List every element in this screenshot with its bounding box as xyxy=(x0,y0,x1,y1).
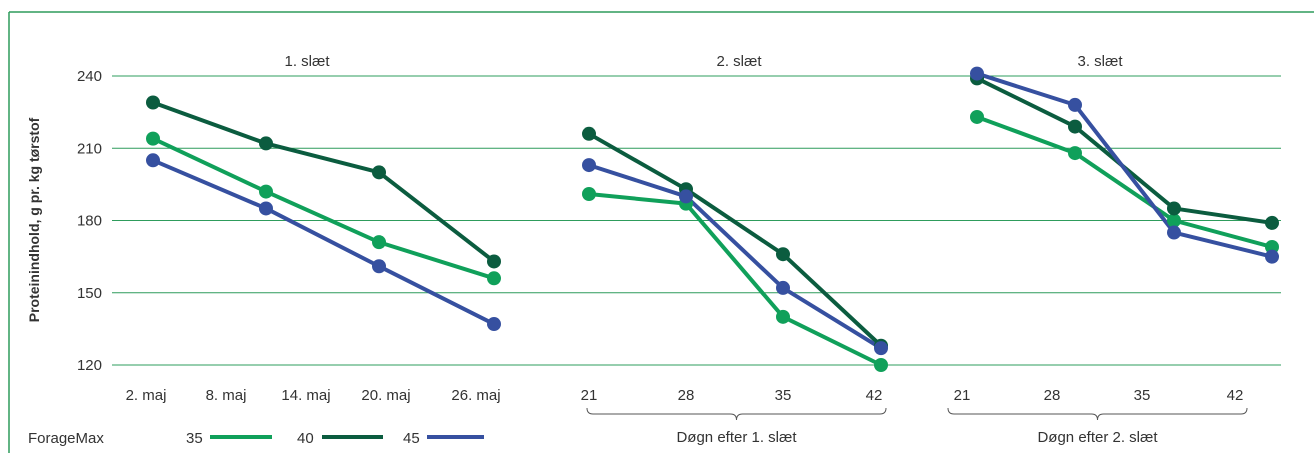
legend-entry-label: 35 xyxy=(186,430,203,447)
data-point-45 xyxy=(1265,249,1279,264)
x-tick-label: 2. maj xyxy=(126,387,167,404)
series-line-40 xyxy=(152,100,496,264)
legend-label: ForageMax xyxy=(28,430,104,447)
data-point-45 xyxy=(146,153,160,168)
legend-entry-label: 45 xyxy=(403,430,420,447)
data-point-45 xyxy=(776,280,790,295)
data-point-40 xyxy=(582,126,596,141)
data-point-35 xyxy=(146,131,160,146)
series-line-35 xyxy=(976,115,1273,249)
data-point-40 xyxy=(146,95,160,110)
y-tick-label: 180 xyxy=(77,213,102,230)
x-tick-label: 35 xyxy=(1134,387,1151,404)
x-tick-label: 14. maj xyxy=(281,387,330,404)
data-point-45 xyxy=(1068,97,1082,112)
data-point-45 xyxy=(970,66,984,81)
data-point-45 xyxy=(679,189,693,204)
y-axis-label: Proteinindhold, g pr. kg tørstof xyxy=(26,117,42,322)
series-line-35 xyxy=(588,192,882,367)
data-point-45 xyxy=(582,158,596,173)
x-tick-label: 8. maj xyxy=(206,387,247,404)
data-point-35 xyxy=(259,184,273,199)
panel-title: 1. slæt xyxy=(284,53,330,70)
data-point-45 xyxy=(1167,225,1181,240)
data-point-40 xyxy=(487,254,501,269)
y-tick-label: 240 xyxy=(77,68,102,85)
y-tick-label: 150 xyxy=(77,285,102,302)
data-point-35 xyxy=(776,309,790,324)
data-point-40 xyxy=(776,247,790,262)
data-point-45 xyxy=(874,341,888,356)
series-line-45 xyxy=(976,71,1273,259)
series-line-45 xyxy=(588,163,883,350)
x-tick-label: 42 xyxy=(1227,387,1244,404)
panel-title: 3. slæt xyxy=(1077,53,1123,70)
data-point-45 xyxy=(487,317,501,332)
data-point-35 xyxy=(582,187,596,202)
x-tick-label: 42 xyxy=(866,387,883,404)
data-point-45 xyxy=(372,259,386,274)
y-tick-label: 120 xyxy=(77,357,102,374)
data-point-45 xyxy=(259,201,273,216)
data-point-35 xyxy=(874,358,888,372)
x-tick-label: 28 xyxy=(1044,387,1061,404)
data-point-35 xyxy=(1265,239,1279,254)
legend-entry-label: 40 xyxy=(297,430,314,447)
series-line-40 xyxy=(588,132,883,348)
group-bracket xyxy=(586,407,887,421)
data-point-35 xyxy=(487,271,501,286)
data-point-40 xyxy=(1167,201,1181,216)
x-tick-label: 21 xyxy=(581,387,598,404)
series-line-40 xyxy=(976,76,1273,225)
x-tick-label: 21 xyxy=(954,387,971,404)
data-point-35 xyxy=(970,109,984,124)
x-tick-label: 20. maj xyxy=(361,387,410,404)
series-line-45 xyxy=(152,158,495,326)
data-point-40 xyxy=(1068,119,1082,134)
data-point-40 xyxy=(372,165,386,180)
group-bracket xyxy=(947,407,1248,421)
group-label: Døgn efter 1. slæt xyxy=(676,429,797,446)
x-tick-label: 26. maj xyxy=(451,387,500,404)
x-tick-label: 28 xyxy=(678,387,695,404)
x-tick-label: 35 xyxy=(775,387,792,404)
data-point-40 xyxy=(1265,215,1279,230)
group-label: Døgn efter 2. slæt xyxy=(1037,429,1158,446)
data-point-40 xyxy=(259,136,273,151)
data-point-35 xyxy=(372,235,386,250)
y-tick-label: 210 xyxy=(77,140,102,157)
data-point-35 xyxy=(1068,146,1082,161)
panel-title: 2. slæt xyxy=(716,53,762,70)
series-line-35 xyxy=(152,136,495,281)
data-point-35 xyxy=(1167,213,1181,228)
